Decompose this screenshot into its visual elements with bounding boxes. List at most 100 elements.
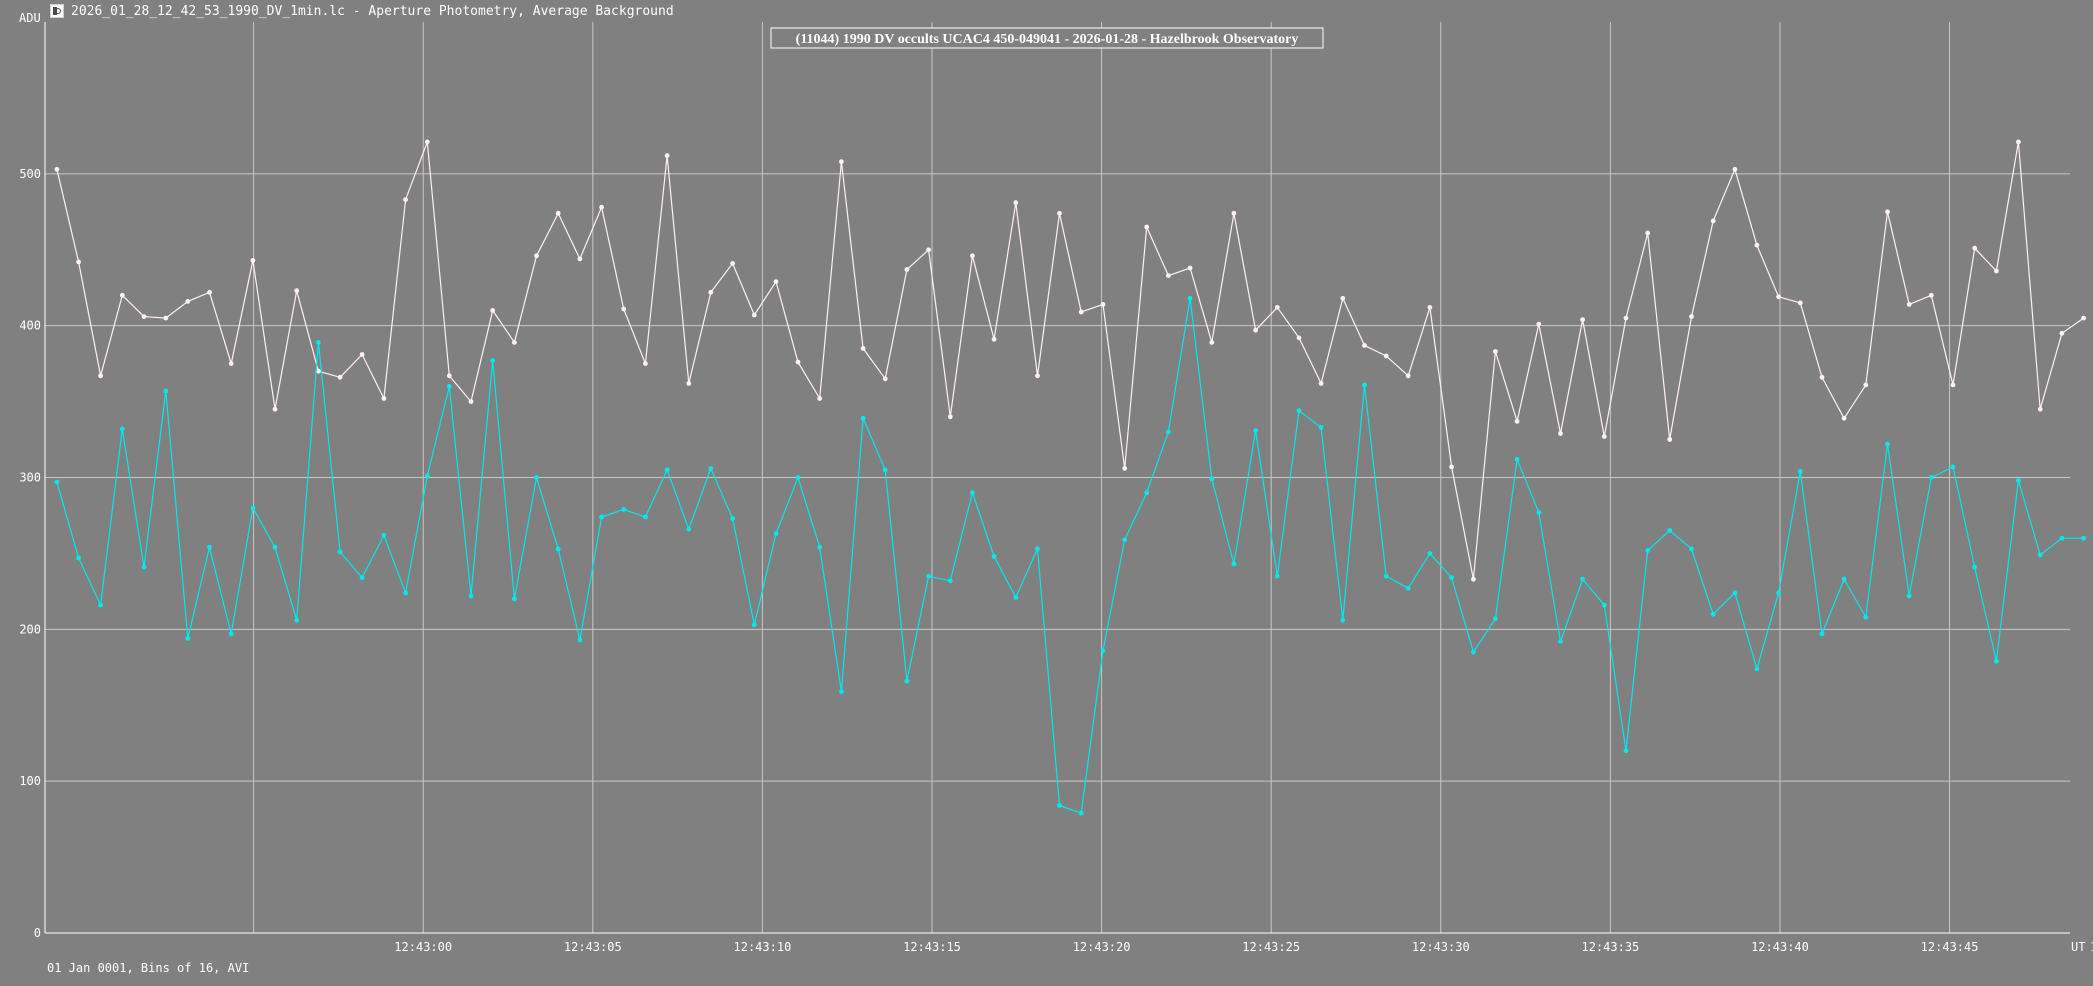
data-point bbox=[337, 549, 343, 555]
y-tick-label: 300 bbox=[19, 471, 41, 485]
data-point bbox=[991, 554, 997, 559]
data-point bbox=[2081, 315, 2087, 321]
grid-lines bbox=[45, 22, 2070, 934]
data-point bbox=[686, 381, 692, 386]
data-point bbox=[621, 306, 627, 312]
data-point bbox=[1209, 476, 1215, 482]
y-tick-label: 200 bbox=[19, 622, 41, 636]
data-point bbox=[272, 544, 278, 550]
data-point bbox=[381, 532, 387, 538]
data-point bbox=[76, 555, 81, 561]
data-point bbox=[119, 426, 125, 432]
data-point bbox=[773, 279, 779, 284]
data-point bbox=[1253, 428, 1258, 433]
data-point bbox=[1274, 305, 1280, 310]
data-point bbox=[882, 376, 888, 382]
data-point bbox=[185, 636, 191, 641]
data-point bbox=[708, 289, 714, 295]
data-point bbox=[424, 139, 430, 145]
data-point bbox=[817, 396, 823, 401]
data-point bbox=[1710, 611, 1716, 617]
data-point bbox=[424, 473, 430, 479]
data-point bbox=[403, 590, 408, 596]
data-point bbox=[1863, 382, 1869, 388]
data-point bbox=[446, 384, 452, 389]
data-point bbox=[1253, 327, 1258, 333]
data-point bbox=[947, 578, 953, 584]
data-point bbox=[250, 505, 256, 511]
data-point bbox=[1318, 381, 1324, 386]
data-point bbox=[2016, 139, 2021, 145]
data-point bbox=[577, 256, 583, 262]
data-point bbox=[1536, 510, 1542, 515]
data-point bbox=[359, 575, 365, 581]
chart-title: (11044) 1990 DV occults UCAC4 450-049041… bbox=[796, 32, 1299, 47]
data-point bbox=[1493, 349, 1498, 354]
data-point bbox=[1231, 210, 1237, 216]
x-tick-label: 12:43:00 bbox=[394, 940, 452, 954]
series-line bbox=[56, 298, 2084, 814]
data-point bbox=[403, 197, 408, 203]
data-point bbox=[207, 289, 212, 295]
data-point bbox=[1362, 382, 1367, 388]
data-point bbox=[926, 247, 931, 253]
data-point bbox=[1296, 408, 1302, 414]
data-point bbox=[1405, 373, 1411, 379]
data-point bbox=[1710, 218, 1716, 224]
data-point bbox=[1972, 245, 1978, 251]
x-tick-label: 12:43:30 bbox=[1412, 940, 1470, 954]
data-point bbox=[534, 475, 539, 480]
data-point bbox=[1797, 469, 1803, 474]
data-point bbox=[490, 308, 496, 313]
data-point bbox=[1057, 803, 1062, 808]
data-point bbox=[1623, 315, 1629, 321]
data-point bbox=[1863, 614, 1869, 620]
data-point bbox=[1689, 314, 1694, 319]
data-point bbox=[228, 631, 234, 637]
data-point bbox=[316, 340, 321, 345]
data-point bbox=[2016, 478, 2021, 483]
title-bar: 2026_01_28_12_42_53_1990_DV_1min.lc - Ap… bbox=[0, 0, 2093, 22]
data-point bbox=[643, 514, 648, 520]
data-point bbox=[1035, 373, 1040, 379]
data-point bbox=[272, 406, 278, 412]
data-point bbox=[1732, 166, 1738, 172]
data-point bbox=[207, 544, 212, 550]
series-comparison bbox=[54, 295, 2087, 816]
data-point bbox=[970, 253, 975, 259]
data-point bbox=[1144, 224, 1150, 230]
data-point bbox=[904, 678, 910, 684]
data-point bbox=[534, 253, 539, 259]
data-point bbox=[1558, 431, 1563, 436]
data-point bbox=[1797, 300, 1803, 306]
chart-title-box bbox=[770, 27, 1324, 49]
data-point bbox=[708, 466, 714, 471]
data-point bbox=[468, 593, 474, 599]
data-point bbox=[1078, 309, 1084, 315]
data-point bbox=[1493, 616, 1498, 622]
axes bbox=[44, 22, 2070, 934]
y-tick-label: 400 bbox=[19, 319, 41, 333]
data-point bbox=[643, 361, 648, 366]
data-point bbox=[294, 288, 300, 294]
data-point bbox=[1972, 564, 1978, 570]
data-point bbox=[2037, 552, 2043, 558]
data-point bbox=[490, 358, 496, 363]
data-point bbox=[1689, 546, 1694, 552]
data-point bbox=[904, 267, 910, 272]
y-tick-label: 0 bbox=[34, 926, 41, 940]
data-point bbox=[1994, 658, 1999, 664]
data-point bbox=[250, 258, 256, 263]
y-tick-label: 100 bbox=[19, 774, 41, 788]
x-tick-label: 12:43:10 bbox=[734, 940, 792, 954]
data-point bbox=[228, 361, 234, 366]
data-point bbox=[98, 602, 103, 608]
data-point bbox=[2059, 535, 2065, 541]
data-point bbox=[926, 573, 931, 579]
data-point bbox=[751, 312, 757, 318]
data-point bbox=[1362, 343, 1367, 348]
data-point bbox=[1340, 295, 1346, 301]
data-point bbox=[1819, 374, 1825, 380]
data-point bbox=[1100, 648, 1106, 653]
data-point bbox=[1144, 490, 1150, 496]
